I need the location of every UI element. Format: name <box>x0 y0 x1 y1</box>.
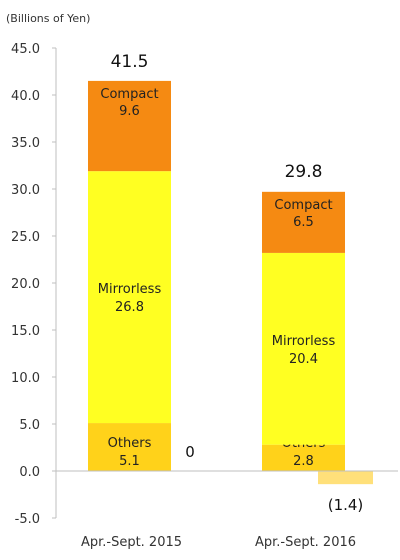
adjustment-bar <box>318 471 373 485</box>
segment-value-label: 26.8 <box>115 300 144 315</box>
y-tick-label: 5.0 <box>19 418 40 433</box>
y-tick-label: 10.0 <box>11 371 40 386</box>
y-tick-label: 45.0 <box>11 42 40 57</box>
y-tick-label: 15.0 <box>11 324 40 339</box>
segment-name-label: Mirrorless <box>98 282 162 297</box>
bar-segment-compact <box>262 191 345 253</box>
segment-name-label: Compact <box>274 198 332 213</box>
y-tick-label: -5.0 <box>15 512 40 527</box>
category-label: Apr.-Sept. 2016 <box>255 535 356 550</box>
adjustment-label: (1.4) <box>328 496 364 514</box>
x-axis: Apr.-Sept. 2015 Apr.-Sept. 2016 <box>56 470 398 550</box>
bar-segment-mirrorless <box>88 171 171 424</box>
y-tick-label: 20.0 <box>11 277 40 292</box>
segment-value-label: 9.6 <box>119 104 140 119</box>
bar-segment-others <box>262 444 345 471</box>
y-tick-label: 40.0 <box>11 89 40 104</box>
y-tick-label: 0.0 <box>19 465 40 480</box>
segment-value-label: 20.4 <box>289 352 318 367</box>
unit-label: (Billions of Yen) <box>6 12 90 25</box>
segment-name-label: Mirrorless <box>272 334 336 349</box>
segment-name-label: Compact <box>100 87 158 102</box>
adjustment-label: 0 <box>185 443 195 461</box>
y-tick-label: 35.0 <box>11 136 40 151</box>
y-tick-label: 30.0 <box>11 183 40 198</box>
y-tick-label: 25.0 <box>11 230 40 245</box>
bar-total-label: 41.5 <box>111 52 149 72</box>
bar-segment-mirrorless <box>262 252 345 445</box>
segment-value-label: 5.1 <box>119 454 140 469</box>
bar-segment-compact <box>88 80 171 172</box>
bars: Others5.1Mirrorless26.8Compact9.641.5Oth… <box>88 52 373 514</box>
y-axis: 45.0 40.0 35.0 30.0 25.0 20.0 15.0 10.0 5.0 0.0 -5… <box>11 42 57 527</box>
segment-name-label: Others <box>108 436 152 451</box>
segment-value-label: 6.5 <box>293 215 314 230</box>
bar-segment-others <box>88 423 171 471</box>
category-label: Apr.-Sept. 2015 <box>81 535 182 550</box>
segment-value-label: 2.8 <box>293 454 314 469</box>
bar-total-label: 29.8 <box>285 162 323 182</box>
